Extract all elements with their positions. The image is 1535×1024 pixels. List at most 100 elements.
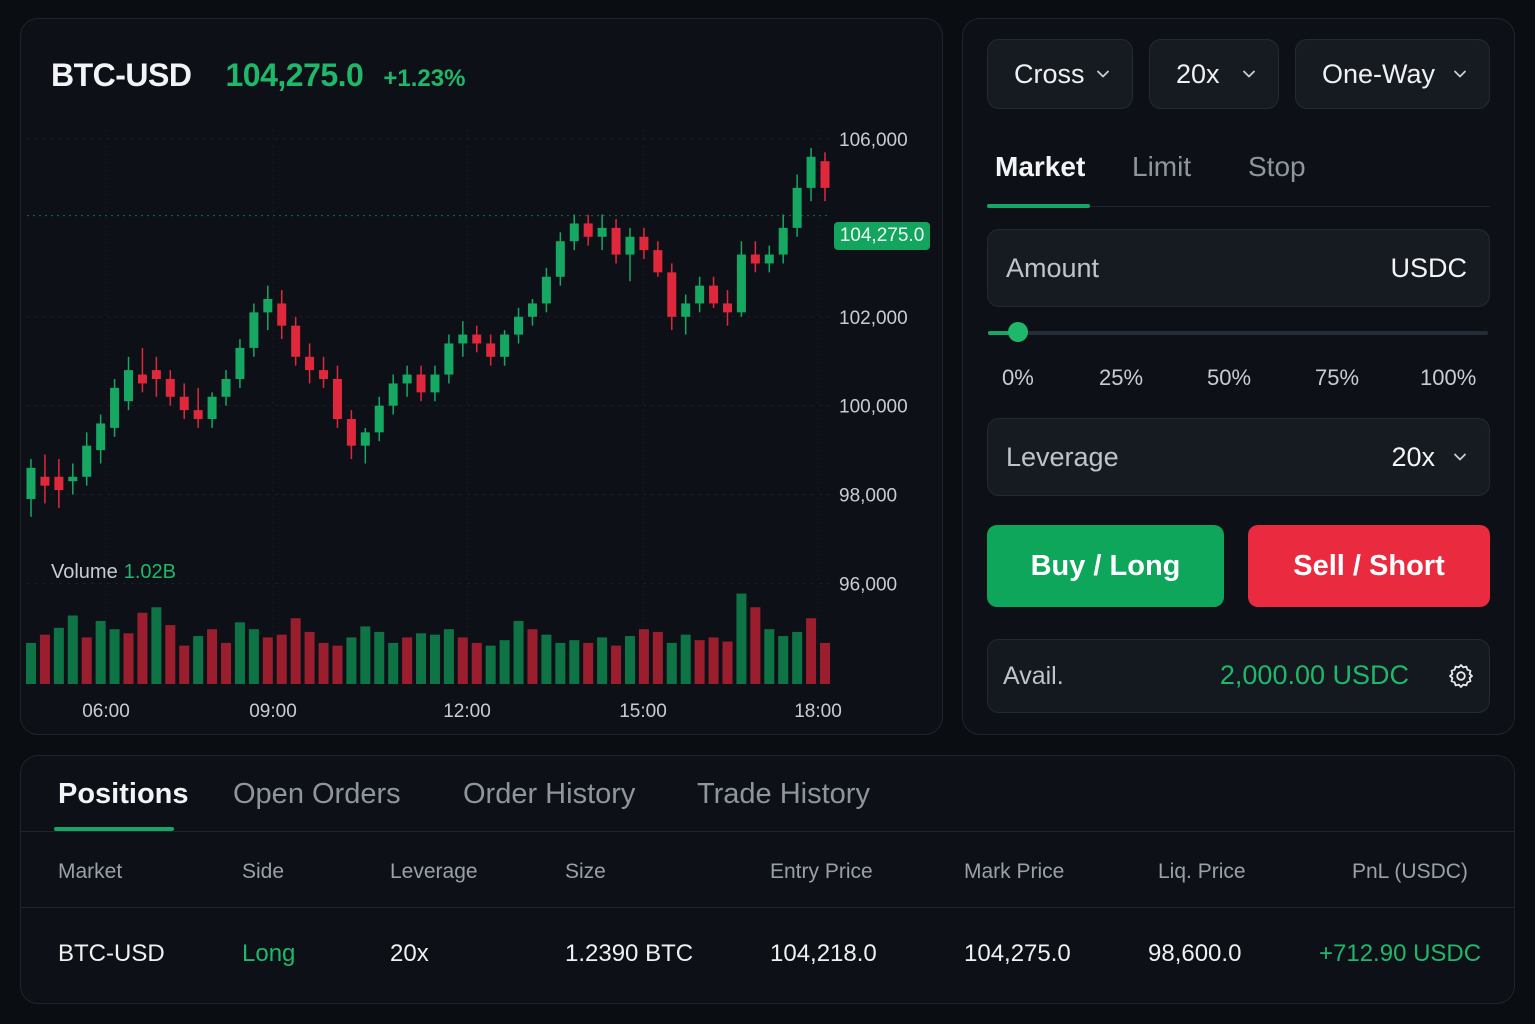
y-tick-label: 98,000 [839, 486, 897, 507]
col-market: Market [58, 860, 123, 883]
candle-down [151, 370, 161, 379]
amount-unit[interactable]: USDC [1390, 252, 1467, 283]
chart-panel: BTC-USD 104,275.0 +1.23% 106,000 102,000 1… [20, 18, 943, 735]
buy-long-button[interactable]: Buy / Long [987, 525, 1224, 607]
col-leverage: Leverage [390, 860, 478, 883]
amount-input[interactable]: Amount USDC [987, 229, 1490, 307]
tab-trade-history[interactable]: Trade History [697, 778, 870, 810]
x-tick-label: 09:00 [249, 701, 297, 722]
cell-mark-price: 104,275.0 [964, 940, 1071, 967]
tab-open-orders[interactable]: Open Orders [233, 778, 401, 810]
cell-market: BTC-USD [58, 940, 165, 967]
volume-bar [95, 620, 106, 684]
candle-up [736, 254, 746, 313]
active-tab-indicator [987, 204, 1090, 208]
col-liq-price: Liq. Price [1158, 860, 1246, 883]
candlestick-chart[interactable]: 106,000 102,000 100,000 98,000 96,000 06:00 09… [21, 19, 944, 736]
candle-down [346, 419, 356, 446]
volume-bar [666, 642, 677, 684]
candle-up [235, 347, 245, 379]
cell-leverage: 20x [390, 940, 429, 967]
gear-icon[interactable] [1447, 662, 1475, 690]
candle-up [681, 303, 691, 317]
table-row[interactable]: BTC-USD Long 20x 1.2390 BTC 104,218.0 10… [21, 908, 1514, 1003]
volume-title: Volume [51, 561, 118, 583]
col-mark-price: Mark Price [964, 860, 1065, 883]
candle-up [68, 476, 78, 482]
candle-up [374, 405, 384, 433]
candle-up [458, 334, 468, 344]
margin-mode-select[interactable]: Cross [987, 39, 1133, 109]
volume-bar [429, 634, 440, 684]
tab-limit[interactable]: Limit [1132, 151, 1192, 182]
candle-down [611, 227, 621, 255]
volume-bar [262, 637, 273, 684]
amount-slider[interactable] [988, 322, 1488, 342]
volume-bar [652, 631, 663, 684]
tab-market[interactable]: Market [995, 151, 1086, 182]
volume-bar [583, 642, 594, 684]
col-size: Size [565, 860, 606, 883]
volume-bar [248, 629, 259, 684]
tab-stop[interactable]: Stop [1248, 151, 1306, 182]
candle-down [305, 356, 315, 371]
leverage-field[interactable]: Leverage 20x [987, 418, 1490, 496]
available-balance: Avail. 2,000.00 USDC [987, 639, 1490, 713]
slider-mark-100[interactable]: 100% [1420, 365, 1477, 390]
slider-mark-75[interactable]: 75% [1315, 365, 1360, 390]
volume-bar [193, 636, 204, 684]
candle-up [778, 227, 788, 255]
market-symbol[interactable]: BTC-USD [51, 57, 192, 93]
candle-down [750, 254, 760, 264]
volume-bar [360, 626, 371, 684]
sell-short-button[interactable]: Sell / Short [1248, 525, 1490, 607]
volume-bar [708, 637, 719, 684]
tab-positions[interactable]: Positions [58, 778, 189, 810]
volume-bar [457, 637, 468, 684]
position-mode-value: One-Way [1322, 58, 1436, 89]
position-mode-select[interactable]: One-Way [1295, 39, 1490, 109]
volume-bar [304, 631, 315, 684]
candle-down [291, 325, 301, 357]
candle-up [444, 343, 454, 375]
slider-mark-25[interactable]: 25% [1099, 365, 1144, 390]
volume-bar [26, 642, 36, 684]
volume-bar [750, 607, 761, 684]
candle-down [639, 236, 649, 251]
volume-bar [53, 627, 64, 684]
price-change: +1.23% [383, 65, 466, 92]
volume-bar [792, 631, 803, 684]
cell-liq-price: 98,600.0 [1148, 940, 1242, 967]
y-tick-label: 96,000 [839, 574, 897, 595]
candle-up [360, 432, 370, 446]
avail-label: Avail. [1003, 662, 1064, 690]
volume-bar [764, 629, 775, 684]
slider-mark-0[interactable]: 0% [1002, 365, 1034, 390]
chevron-down-icon [1454, 70, 1466, 78]
candle-down [653, 250, 663, 273]
x-tick-label: 12:00 [443, 701, 491, 722]
volume-bar [290, 618, 301, 684]
volume-bar [416, 633, 427, 684]
volume-bar [778, 636, 789, 684]
volume-bar [597, 637, 608, 684]
volume-bar [123, 633, 134, 684]
candle-up [792, 187, 802, 228]
volume-bar [276, 634, 287, 684]
candle-up [124, 370, 134, 402]
chart-header: BTC-USD 104,275.0 +1.23% [51, 57, 465, 94]
candle-down [416, 374, 426, 393]
volume-bar [165, 625, 176, 684]
candle-down [165, 379, 175, 397]
margin-mode-value: Cross [1014, 58, 1085, 89]
tab-order-history[interactable]: Order History [463, 778, 636, 810]
candle-up [249, 312, 259, 348]
slider-mark-50[interactable]: 50% [1207, 365, 1252, 390]
candle-up [695, 285, 705, 304]
volume-label: Volume 1.02B [51, 561, 176, 584]
candle-up [625, 236, 635, 255]
volume-bar [67, 615, 78, 684]
slider-handle[interactable] [1008, 322, 1028, 342]
leverage-select[interactable]: 20x [1149, 39, 1279, 109]
volume-bar [527, 629, 538, 684]
